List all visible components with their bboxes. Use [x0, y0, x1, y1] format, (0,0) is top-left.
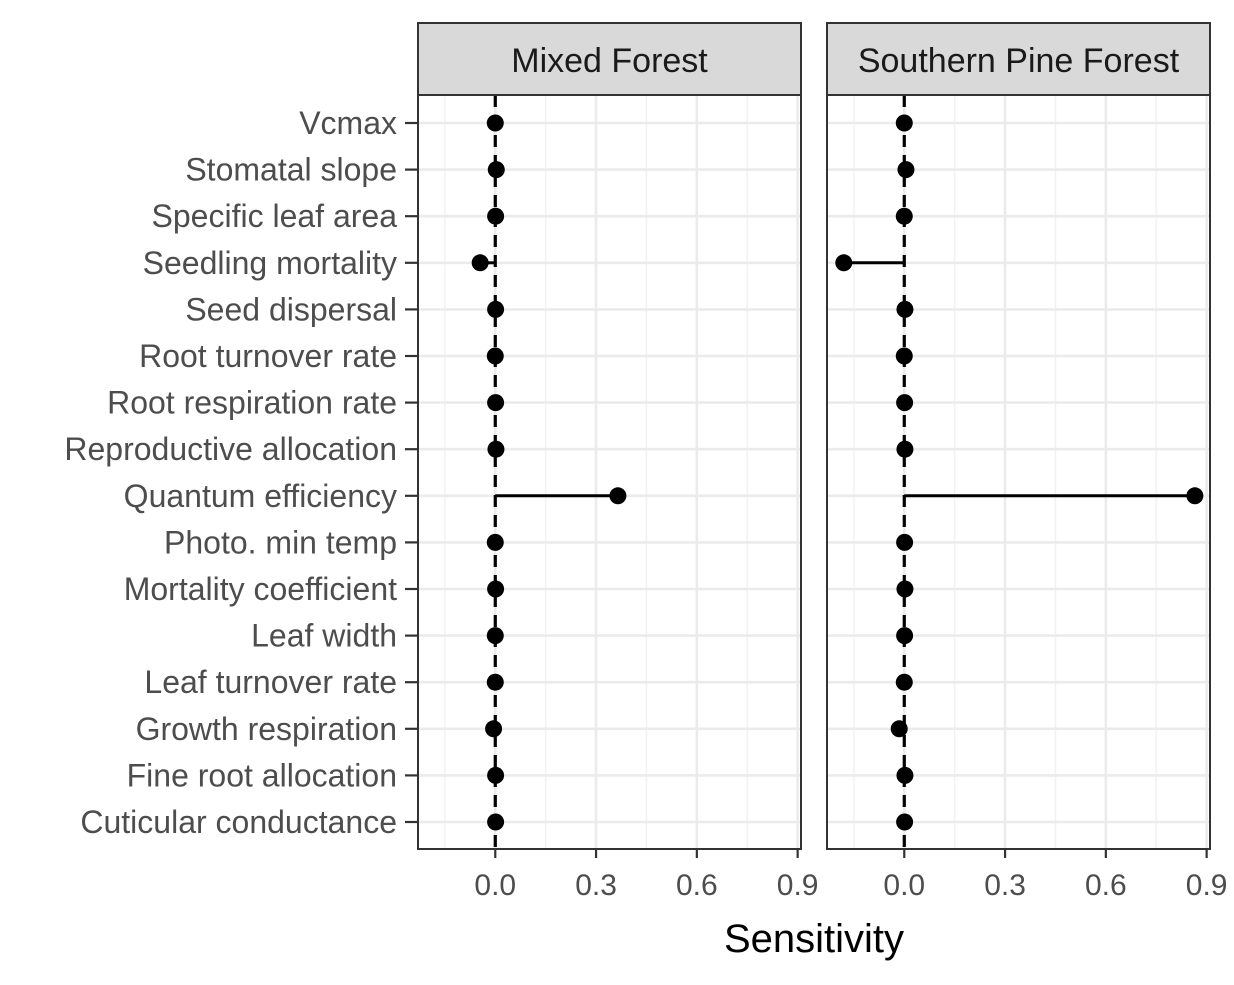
data-point [487, 580, 505, 598]
x-tick-label: 0.0 [474, 869, 516, 902]
y-tick-label: Fine root allocation [127, 757, 397, 793]
y-tick-label: Stomatal slope [185, 152, 397, 188]
data-point [486, 627, 504, 645]
panel-border [826, 94, 1211, 850]
facet-panel: Mixed Forest 0.0 0.3 0.6 0.9 [417, 22, 819, 902]
y-tick-label: Specific leaf area [152, 198, 398, 234]
data-point [486, 673, 504, 691]
y-tick-label: Root turnover rate [139, 338, 397, 374]
data-point [487, 394, 505, 412]
data-point [895, 673, 913, 691]
data-point [486, 114, 504, 132]
data-point [487, 766, 505, 784]
facet-panel: Southern Pine Forest 0.0 0.3 0.6 0.9 [826, 22, 1228, 902]
y-tick-label: Seed dispersal [185, 291, 397, 327]
y-tick-label: Photo. min temp [164, 524, 397, 560]
facet-strip [826, 22, 1211, 96]
data-point [487, 161, 505, 179]
data-point [471, 254, 489, 272]
data-point [896, 440, 914, 458]
data-point [896, 627, 914, 645]
facet-strip-label: Southern Pine Forest [858, 42, 1180, 80]
y-tick-label: Root respiration rate [107, 385, 397, 421]
data-point [890, 720, 908, 738]
y-tick-label: Growth respiration [136, 711, 397, 747]
y-axis-labels: Vcmax Stomatal slope Specific leaf area See… [64, 105, 418, 840]
data-point [895, 207, 913, 225]
plot-background [827, 95, 1210, 849]
data-point [897, 161, 915, 179]
y-tick-label: Leaf turnover rate [144, 664, 397, 700]
x-tick-label: 0.6 [676, 869, 718, 902]
x-axis-title: Sensitivity [724, 917, 904, 961]
y-tick-label: Vcmax [299, 105, 397, 141]
data-point [896, 766, 914, 784]
data-point [487, 813, 505, 831]
y-tick-label: Reproductive allocation [64, 431, 397, 467]
data-point [487, 440, 505, 458]
data-point [896, 394, 914, 412]
plot-background [418, 95, 801, 849]
data-point [835, 254, 853, 272]
data-point [1186, 487, 1204, 505]
y-tick-label: Cuticular conductance [80, 804, 397, 840]
y-tick-label: Leaf width [251, 618, 397, 654]
data-point [896, 580, 914, 598]
data-point [895, 114, 913, 132]
data-point [485, 720, 503, 738]
x-tick-label: 0.6 [1085, 869, 1127, 902]
data-point [896, 813, 914, 831]
data-point [487, 300, 505, 318]
y-tick-label: Mortality coefficient [124, 571, 397, 607]
y-tick-label: Seedling mortality [143, 245, 397, 281]
data-point [486, 347, 504, 365]
x-tick-label: 0.9 [777, 869, 819, 902]
facet-strip-label: Mixed Forest [511, 42, 708, 80]
data-point [896, 533, 914, 551]
data-point [895, 347, 913, 365]
x-tick-label: 0.3 [575, 869, 617, 902]
data-point [896, 300, 914, 318]
panel-border [417, 94, 802, 850]
x-tick-label: 0.3 [984, 869, 1026, 902]
data-point [487, 207, 505, 225]
x-tick-label: 0.0 [883, 869, 925, 902]
facet-strip [417, 22, 802, 96]
data-point [609, 487, 627, 505]
x-tick-label: 0.9 [1186, 869, 1228, 902]
data-point [486, 533, 504, 551]
y-tick-label: Quantum efficiency [124, 478, 397, 514]
